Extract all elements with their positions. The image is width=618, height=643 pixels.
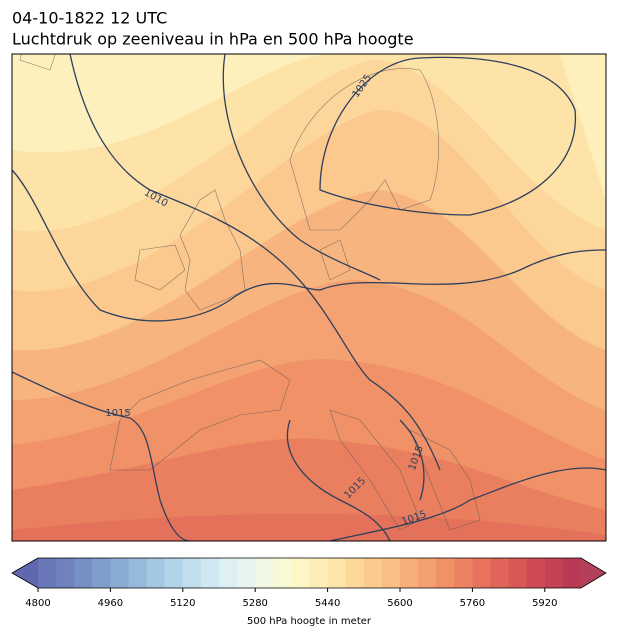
colorbar-bin <box>38 558 57 588</box>
map-frame <box>11 53 607 542</box>
isobar-label: 1015 <box>105 408 130 419</box>
colorbar-bin <box>562 558 582 588</box>
colorbar-bin <box>291 558 310 588</box>
colorbar-bin <box>309 558 329 588</box>
colorbar-bin <box>56 558 75 588</box>
colorbar-tick-label: 5280 <box>242 598 267 609</box>
colorbar-bin <box>400 558 419 588</box>
colorbar-tick-label: 5600 <box>387 598 412 609</box>
colorbar-bin <box>418 558 437 588</box>
colorbar-bin <box>526 558 546 588</box>
colorbar-tick-label: 4960 <box>98 598 123 609</box>
colorbar-bin <box>74 558 93 588</box>
colorbar-tick-label: 4800 <box>25 598 50 609</box>
colorbar-bin <box>182 558 202 588</box>
colorbar-bin <box>164 558 184 588</box>
colorbar-bin <box>472 558 491 588</box>
colorbar-bin <box>110 558 129 588</box>
colorbar-bin <box>128 558 148 588</box>
colorbar-tick-label: 5120 <box>170 598 195 609</box>
colorbar-tick-label: 5920 <box>532 598 557 609</box>
title: Luchtdruk op zeeniveau in hPa en 500 hPa… <box>12 30 414 49</box>
colorbar-tick-label: 5440 <box>315 598 340 609</box>
colorbar-bin <box>255 558 274 588</box>
colorbar-bin <box>327 558 347 588</box>
colorbar-bin <box>454 558 473 588</box>
colorbar-bin <box>273 558 292 588</box>
colorbar-bin <box>237 558 256 588</box>
colorbar-bin <box>146 558 166 588</box>
colorbar: 4800 4960 5120 5280 5440 5600 5760 5920 <box>11 557 607 609</box>
colorbar-bin <box>92 558 111 588</box>
colorbar-bin <box>381 558 401 588</box>
colorbar-under <box>12 558 38 588</box>
map <box>12 54 606 541</box>
colorbar-frame <box>11 557 607 589</box>
colorbar-bin <box>363 558 383 588</box>
colorbar-bin <box>345 558 365 588</box>
colorbar-bin <box>508 558 528 588</box>
date: 04-10-1822 12 UTC <box>12 9 167 28</box>
colorbar-tick-label: 5760 <box>460 598 485 609</box>
colorbar-label: 500 hPa hoogte in meter <box>247 616 372 627</box>
colorbar-bin <box>544 558 564 588</box>
colorbar-bin <box>490 558 510 588</box>
colorbar-bin <box>200 558 220 588</box>
colorbar-over <box>581 558 606 588</box>
colorbar-bin <box>219 558 238 588</box>
colorbar-bin <box>436 558 455 588</box>
